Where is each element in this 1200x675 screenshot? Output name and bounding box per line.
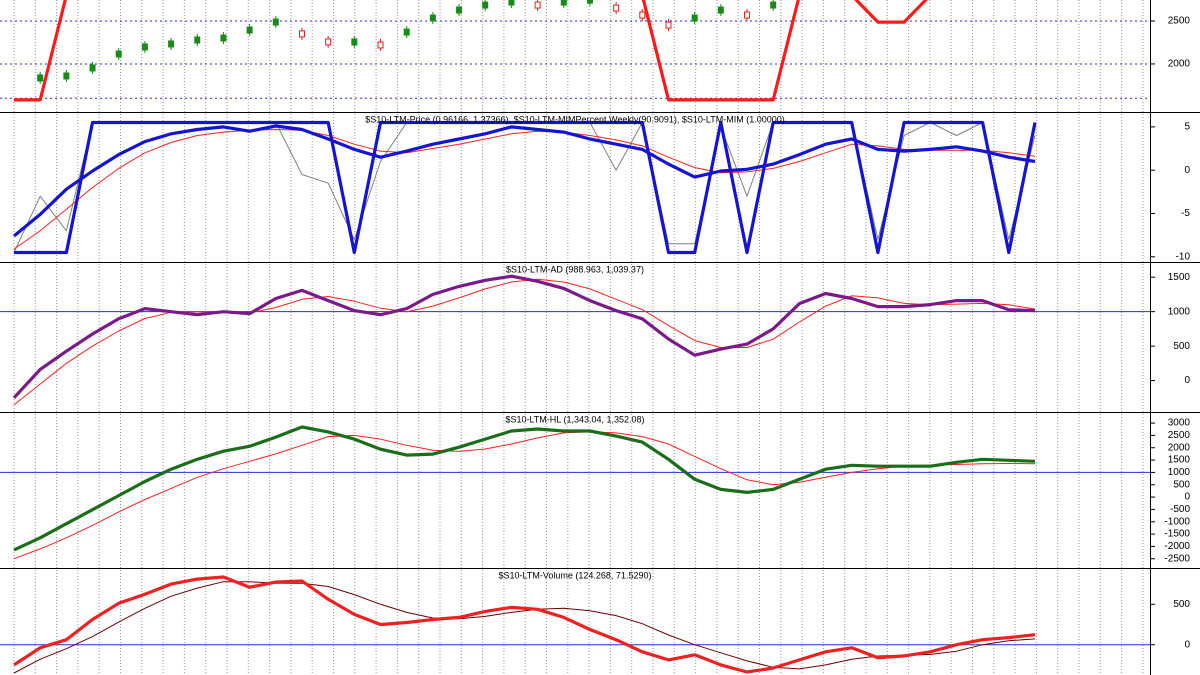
candle (220, 34, 227, 42)
series-line (14, 0, 928, 102)
y-tick-label: 3000 (1168, 418, 1191, 429)
y-tick-label: 5 (1184, 122, 1190, 133)
y-tick-label: 0 (1184, 492, 1190, 503)
candle (325, 38, 332, 46)
y-tick-label: 2000 (1168, 442, 1191, 453)
candle (351, 38, 358, 46)
candle (534, 1, 541, 9)
candle (586, 0, 593, 4)
y-tick-label: -1000 (1164, 516, 1190, 527)
candle (141, 43, 148, 51)
y-tick-label: 1500 (1168, 272, 1191, 283)
y-tick-label: 2000 (1168, 59, 1191, 70)
panel (12, 120, 1037, 255)
panel (0, 575, 1150, 674)
y-tick-label: 0 (1184, 639, 1190, 650)
y-tick-label: -2000 (1164, 541, 1190, 552)
panel-title: $S10-LTM-Volume (124.268, 71.5290) (499, 570, 652, 580)
y-tick-label: 1000 (1168, 467, 1191, 478)
y-tick-label: 2500 (1168, 430, 1191, 441)
candle (613, 4, 620, 12)
candle (508, 0, 515, 6)
panel (0, 0, 1150, 102)
candle (770, 1, 777, 9)
candle (482, 1, 489, 9)
y-tick-label: -500 (1170, 504, 1190, 515)
candle (89, 64, 96, 72)
candle (377, 41, 384, 49)
y-tick-label: -10 (1176, 251, 1191, 262)
y-tick-label: 500 (1173, 479, 1190, 490)
candle (272, 18, 279, 26)
candle (168, 40, 175, 48)
series-line (14, 120, 1037, 255)
candle (691, 14, 698, 22)
candle (246, 26, 253, 34)
series-line (13, 425, 1036, 552)
y-tick-label: -1500 (1164, 529, 1190, 540)
candle (639, 11, 646, 19)
y-tick-label: 0 (1184, 375, 1190, 386)
candle (429, 14, 436, 22)
candle (665, 21, 672, 29)
panel (0, 425, 1150, 560)
series-line (13, 581, 1036, 674)
y-tick-label: 1000 (1168, 306, 1191, 317)
y-tick-label: 500 (1173, 341, 1190, 352)
panel-title: $S10-LTM-AD (988.963, 1,039.37) (506, 264, 644, 274)
series-line (12, 274, 1036, 399)
candle (37, 74, 44, 82)
y-tick-label: 1500 (1168, 455, 1191, 466)
y-tick-label: 500 (1173, 599, 1190, 610)
panel (0, 274, 1150, 406)
panel-title: $S10-LTM-Price (0.96166, 1.37366), $S10-… (365, 114, 785, 124)
candle (298, 30, 305, 38)
y-tick-label: -2500 (1164, 553, 1190, 564)
candle (717, 6, 724, 14)
candle (194, 36, 201, 44)
candle (63, 72, 70, 80)
y-tick-label: 2500 (1168, 16, 1191, 27)
candle (560, 0, 567, 6)
series-line (12, 124, 1036, 238)
candle (744, 11, 751, 19)
series-line (13, 575, 1036, 674)
panel-title: $S10-LTM-HL (1,343.04, 1,352.08) (505, 414, 644, 424)
candle (403, 28, 410, 36)
y-tick-label: 0 (1184, 165, 1190, 176)
candle (115, 50, 122, 58)
series-line (13, 431, 1036, 560)
candle (456, 6, 463, 14)
y-tick-label: -5 (1181, 208, 1190, 219)
